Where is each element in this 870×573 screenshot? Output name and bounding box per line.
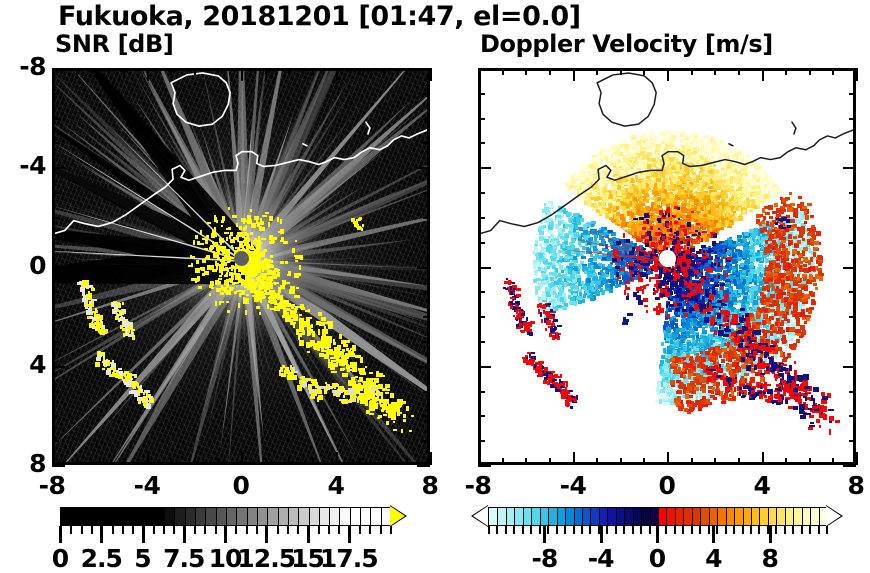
snr-radar-origin [234, 251, 249, 266]
doppler-panel-title: Doppler Velocity [m/s] [480, 30, 773, 58]
doppler-plot-area [481, 71, 853, 462]
doppler-plot-panel[interactable] [478, 68, 856, 465]
snr-plot-panel[interactable] [52, 68, 430, 465]
snr-plot-area [55, 71, 427, 462]
page-title: Fukuoka, 20181201 [01:47, el=0.0] [58, 1, 581, 32]
snr-panel-title: SNR [dB] [55, 30, 173, 58]
snr-coastline-overlay [55, 71, 427, 462]
